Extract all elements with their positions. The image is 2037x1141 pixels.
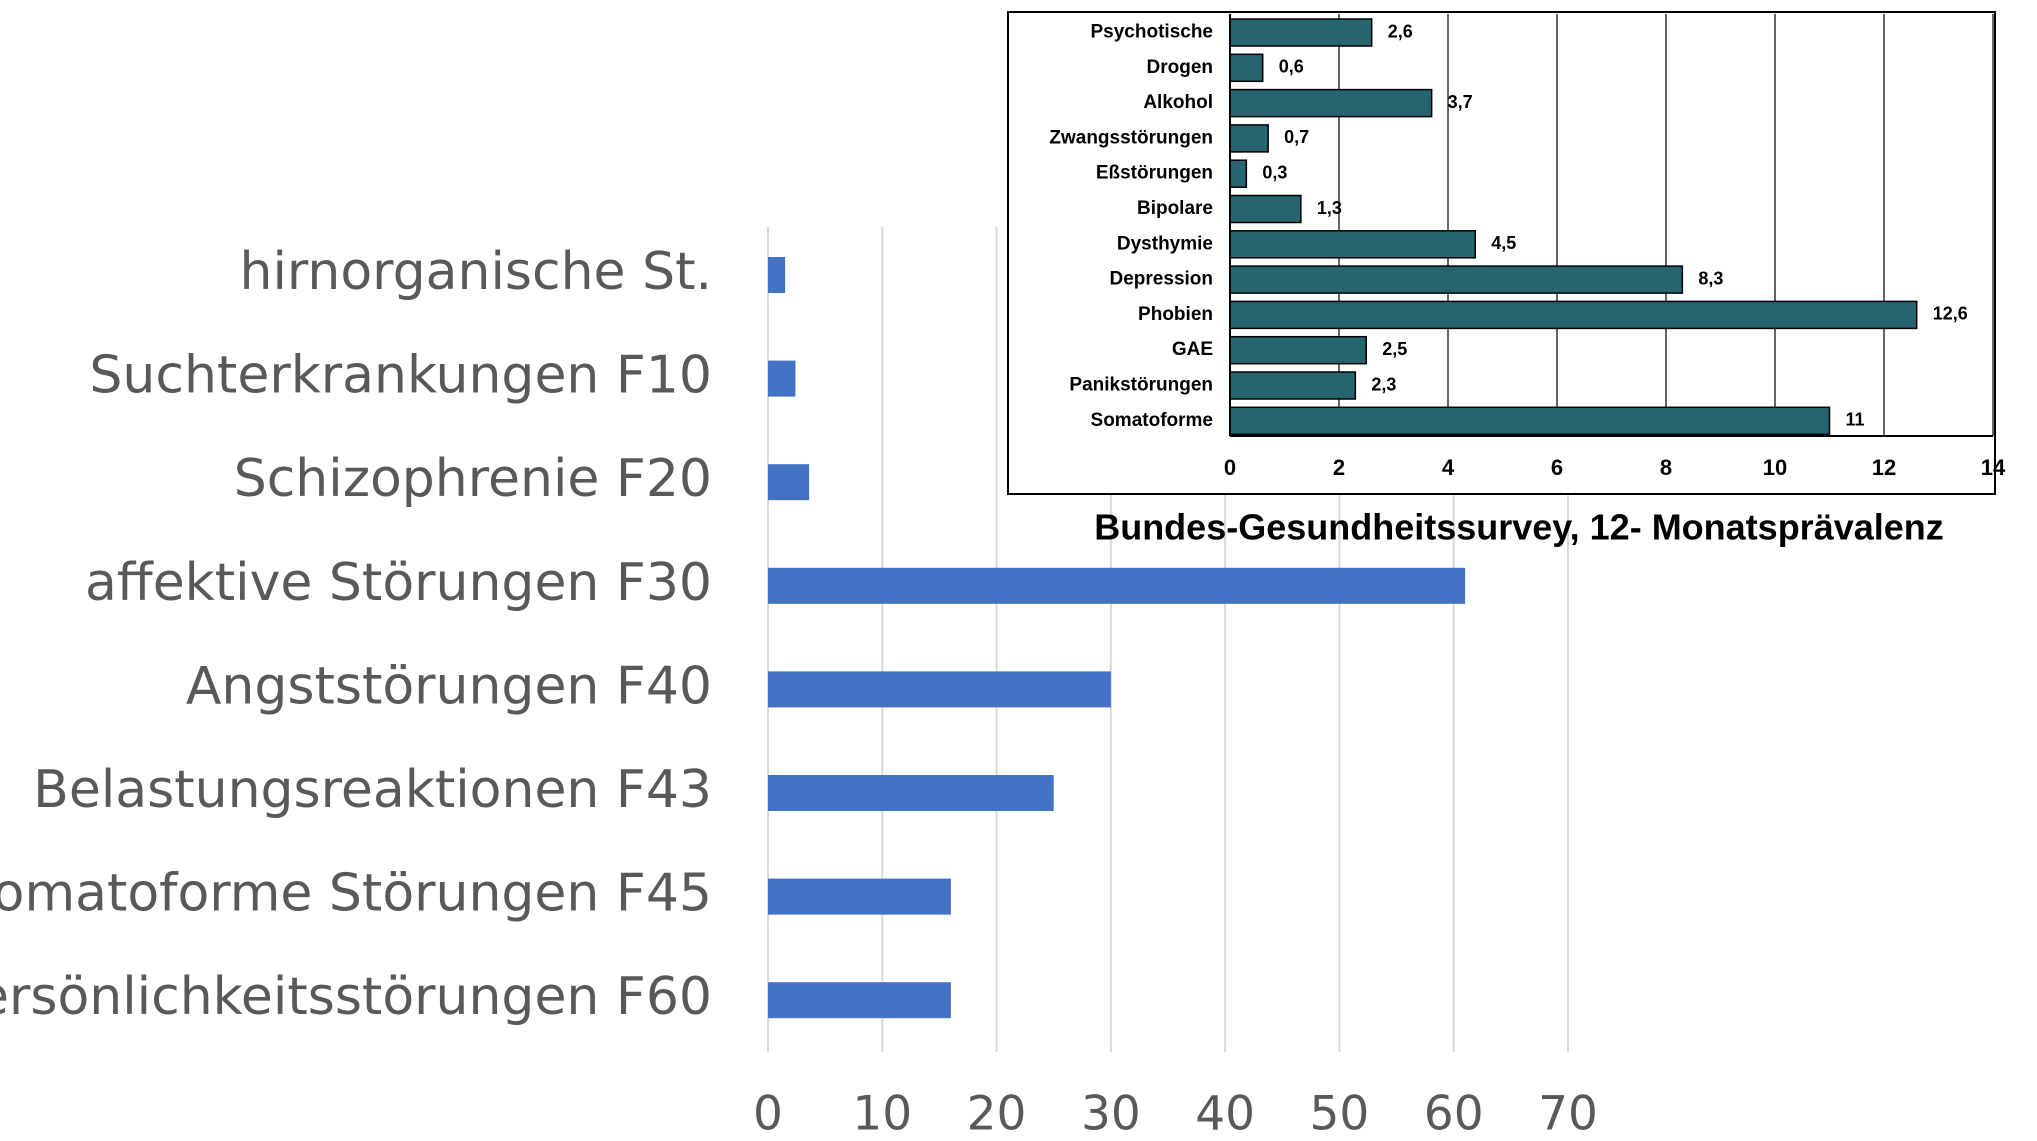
value-label: 0,3 bbox=[1262, 162, 1287, 182]
bar bbox=[768, 775, 1054, 811]
inset-title: Bundes-Gesundheitssurvey, 12- Monatspräv… bbox=[1094, 507, 1944, 548]
bar bbox=[1229, 230, 1476, 259]
category-label: GAE bbox=[1172, 339, 1213, 360]
category-label: affektive Störungen F30 bbox=[85, 553, 712, 613]
category-label: somatoforme Störungen F45 bbox=[0, 864, 712, 924]
x-tick-label: 6 bbox=[1551, 455, 1563, 480]
x-tick-label: 60 bbox=[1424, 1087, 1484, 1141]
value-label: 0,7 bbox=[1284, 127, 1309, 147]
category-label: hirnorganische St. bbox=[240, 242, 712, 302]
bar bbox=[1229, 406, 1831, 436]
x-tick-label: 50 bbox=[1310, 1087, 1370, 1141]
x-tick-label: 10 bbox=[852, 1087, 912, 1141]
value-label: 2,6 bbox=[1388, 21, 1413, 41]
bar bbox=[768, 878, 951, 915]
value-label: 8,3 bbox=[1698, 268, 1723, 288]
value-label: 2,3 bbox=[1371, 374, 1396, 394]
category-label: Persönlichkeitsstörungen F60 bbox=[0, 967, 712, 1027]
x-tick-label: 2 bbox=[1333, 455, 1345, 480]
bar bbox=[1229, 18, 1373, 47]
x-tick-label: 0 bbox=[753, 1087, 783, 1141]
x-tick-label: 8 bbox=[1660, 455, 1672, 480]
bar bbox=[1229, 265, 1684, 294]
bar bbox=[768, 464, 810, 501]
value-label: 2,5 bbox=[1382, 339, 1407, 359]
value-label: 0,6 bbox=[1279, 57, 1304, 77]
x-tick-label: 0 bbox=[1224, 455, 1236, 480]
category-label: Belastungsreaktionen F43 bbox=[33, 760, 712, 820]
value-label: 4,5 bbox=[1491, 233, 1516, 253]
category-label: Schizophrenie F20 bbox=[234, 449, 712, 509]
bar bbox=[768, 360, 796, 397]
category-label: Angststörungen F40 bbox=[186, 656, 712, 716]
x-tick-label: 10 bbox=[1763, 455, 1787, 480]
x-tick-label: 14 bbox=[1981, 455, 2006, 480]
category-label: Psychotische bbox=[1091, 22, 1214, 43]
category-label: Zwangsstörungen bbox=[1049, 127, 1213, 148]
x-tick-label: 20 bbox=[967, 1087, 1027, 1141]
category-label: Drogen bbox=[1147, 57, 1214, 78]
value-label: 1,3 bbox=[1317, 198, 1342, 218]
bar bbox=[768, 982, 951, 1019]
x-tick-label: 40 bbox=[1195, 1087, 1255, 1141]
category-label: Somatoforme bbox=[1091, 410, 1213, 431]
value-label: 11 bbox=[1846, 410, 1865, 430]
x-tick-label: 4 bbox=[1442, 455, 1455, 480]
category-label: Bipolare bbox=[1137, 198, 1213, 219]
bar bbox=[768, 567, 1466, 604]
category-label: Dysthymie bbox=[1117, 233, 1213, 254]
x-tick-label: 70 bbox=[1538, 1087, 1598, 1141]
category-label: Eßstörungen bbox=[1096, 163, 1213, 184]
bar bbox=[1229, 194, 1302, 224]
value-label: 12,6 bbox=[1933, 304, 1968, 324]
value-label: 3,7 bbox=[1448, 92, 1473, 112]
x-tick-label: 12 bbox=[1872, 455, 1896, 480]
category-label: Alkohol bbox=[1143, 92, 1213, 113]
bar bbox=[1229, 335, 1367, 365]
x-tick-label: 30 bbox=[1081, 1087, 1141, 1141]
bar bbox=[1229, 124, 1269, 153]
bar bbox=[1229, 159, 1248, 188]
category-label: Depression bbox=[1110, 269, 1213, 290]
category-label: Suchterkrankungen F10 bbox=[89, 346, 712, 406]
bar bbox=[768, 671, 1111, 708]
category-label: Panikstörungen bbox=[1069, 375, 1213, 396]
bar bbox=[768, 257, 786, 293]
bar bbox=[1229, 300, 1918, 330]
bar bbox=[1229, 88, 1433, 118]
bar bbox=[1229, 53, 1264, 83]
bar bbox=[1229, 371, 1357, 400]
category-label: Phobien bbox=[1138, 304, 1213, 325]
inset-chart: Bundes-Gesundheitssurvey, 12- Monatspräv… bbox=[1007, 11, 2006, 548]
